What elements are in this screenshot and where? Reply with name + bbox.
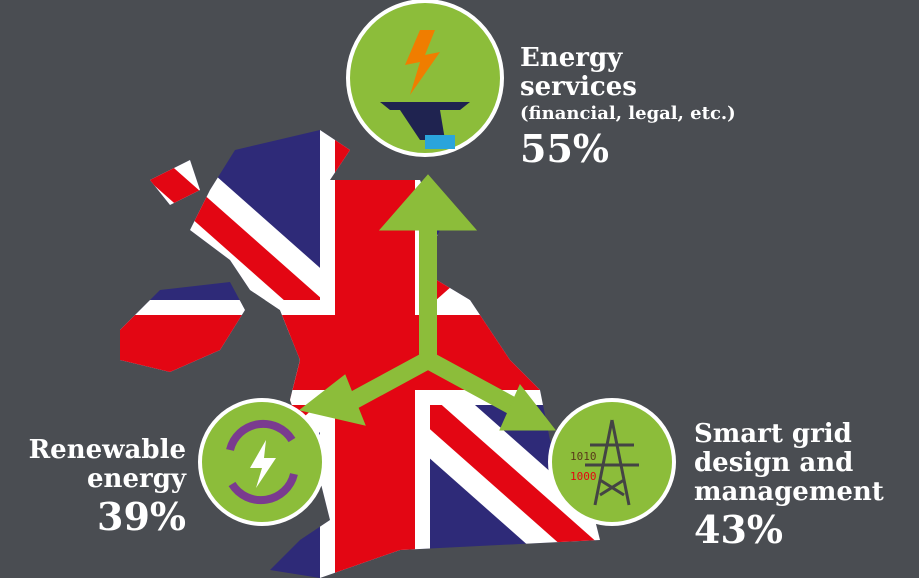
icon-left [198, 398, 326, 526]
binary: 1000 [570, 470, 597, 483]
percent: 39% [97, 494, 186, 539]
percent: 43% [694, 507, 783, 552]
percent: 55% [520, 126, 609, 171]
title: Energy services [520, 43, 637, 102]
subtitle: (financial, legal, etc.) [520, 103, 736, 124]
label-renewable: Renewable energy 39% [0, 436, 186, 540]
label-smart-grid: Smart grid design and management 43% [694, 420, 914, 553]
icon-right: 1010 1000 [548, 398, 676, 526]
icon-top [346, 0, 504, 157]
title: Smart grid design and management [694, 419, 884, 507]
label-energy-services: Energy services (financial, legal, etc.)… [520, 44, 820, 172]
arrows [298, 174, 557, 431]
binary: 1010 [570, 450, 597, 463]
title: Renewable energy [28, 435, 186, 494]
